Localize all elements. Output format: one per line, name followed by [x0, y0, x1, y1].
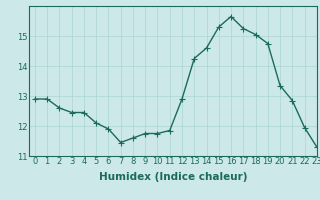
X-axis label: Humidex (Indice chaleur): Humidex (Indice chaleur)	[99, 172, 247, 182]
